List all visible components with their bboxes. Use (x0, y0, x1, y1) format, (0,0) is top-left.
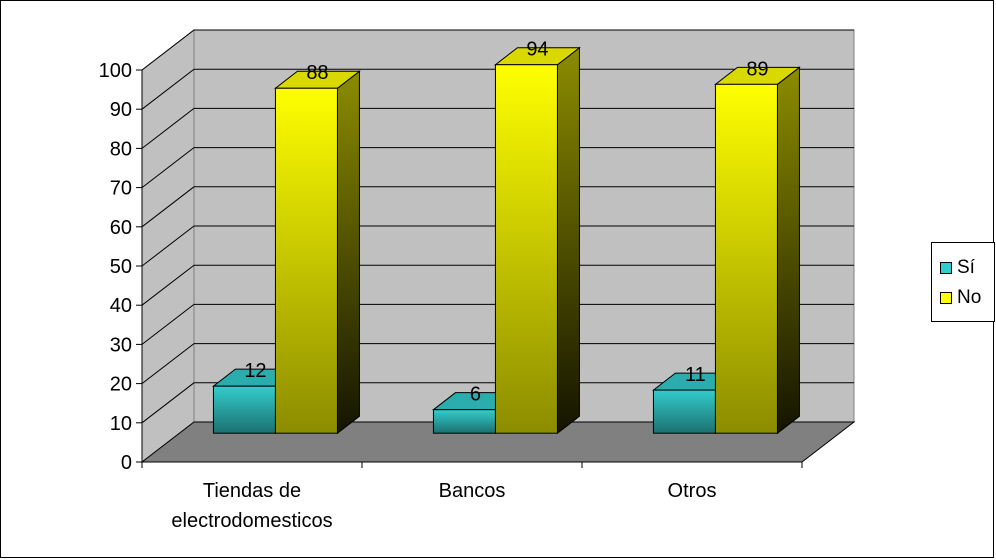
y-tick-label: 10 (110, 413, 132, 435)
legend-label-no: No (957, 287, 982, 308)
gridline (141, 303, 854, 345)
bar-side (776, 66, 800, 435)
gridline (141, 147, 854, 188)
bar-side (556, 46, 580, 435)
bar (212, 385, 276, 434)
data-label: 11 (685, 364, 706, 386)
x-tick-label: Tiendas de electrodomesticos (171, 480, 332, 532)
data-label: 94 (526, 39, 548, 61)
y-tick-label: 100 (99, 60, 132, 82)
legend-item-si: Sí (940, 256, 975, 280)
y-tick-label: 90 (110, 99, 132, 121)
bar-side (336, 70, 360, 435)
y-tick-label: 20 (110, 374, 132, 396)
y-tick-label: 70 (110, 178, 132, 200)
legend-item-no: No (940, 286, 981, 310)
gridline (141, 68, 854, 110)
y-tick-label: 0 (121, 452, 132, 474)
gridline (141, 186, 854, 228)
y-tick-label: 40 (110, 295, 132, 317)
bar (714, 83, 778, 434)
legend-label-si: Sí (957, 257, 975, 278)
y-tick-label: 80 (110, 138, 132, 160)
x-tick-label: Otros (668, 480, 717, 502)
gridline (141, 343, 854, 384)
y-tick-label: 50 (110, 256, 132, 278)
legend: Sí No (931, 242, 995, 322)
data-label: 88 (306, 62, 328, 84)
bar (432, 409, 496, 434)
bar (494, 64, 558, 434)
legend-swatch-no (940, 292, 952, 304)
data-label: 6 (470, 384, 481, 406)
y-tick-label: 30 (110, 334, 132, 356)
y-tick-label: 60 (110, 217, 132, 239)
gridline (141, 225, 854, 267)
x-tick-label: Bancos (439, 480, 506, 502)
gridline (141, 264, 854, 306)
data-label: 12 (244, 360, 266, 382)
data-label: 89 (746, 58, 768, 80)
gridline (141, 29, 854, 71)
gridline (141, 382, 854, 424)
bar (274, 87, 338, 434)
legend-swatch-si (940, 262, 952, 274)
gridline (141, 107, 854, 149)
bar (652, 389, 716, 434)
